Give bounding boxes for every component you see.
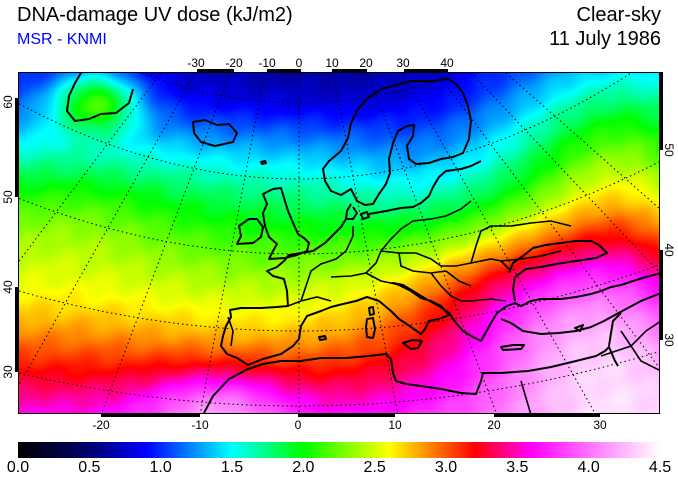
top-lon-label: -30 xyxy=(187,56,205,70)
axis-tick-bar xyxy=(332,69,367,72)
coastlines xyxy=(66,73,659,413)
country-borders xyxy=(227,200,659,413)
axis-tick-bar xyxy=(15,287,18,372)
axis-tick-bar xyxy=(15,98,18,197)
left-lat-label: 50 xyxy=(1,190,15,204)
meridian-line xyxy=(471,73,659,273)
left-lat-label: 30 xyxy=(1,365,15,379)
graticule xyxy=(19,73,659,413)
axis-tick-bar xyxy=(404,69,448,72)
right-lat-label: 50 xyxy=(662,143,676,157)
right-lat-label: 30 xyxy=(662,333,676,347)
black-sea-coast xyxy=(508,240,608,302)
map-overlay xyxy=(19,73,659,413)
colorbar-tick-label: 1.5 xyxy=(220,459,244,476)
colorbar-tick-label: 0.5 xyxy=(78,459,101,476)
denmark-coast xyxy=(345,203,370,220)
sardinia-coast xyxy=(365,317,376,339)
greenland-coast xyxy=(66,73,134,122)
date-label: 11 July 1986 xyxy=(549,28,661,50)
colorbar-tick-label: 3.5 xyxy=(506,459,529,476)
corsica-coast xyxy=(368,306,375,316)
parallel-line xyxy=(19,351,659,407)
bottom-lon-label: -20 xyxy=(92,418,110,432)
cyprus-coast xyxy=(574,324,584,332)
top-lon-label: 40 xyxy=(440,56,454,70)
iceland-coast xyxy=(192,119,238,147)
parallel-line xyxy=(19,161,659,255)
colorbar-tick-label: 4.0 xyxy=(577,459,600,476)
axis-tick-bar xyxy=(660,250,663,340)
axis-tick-bar xyxy=(101,414,200,417)
meridian-line xyxy=(19,73,196,386)
uv-dose-field xyxy=(19,73,659,413)
top-lon-label: -20 xyxy=(225,56,243,70)
top-lon-label: 20 xyxy=(359,56,373,70)
top-lon-label: 30 xyxy=(396,56,410,70)
balearic-coast xyxy=(318,335,327,341)
parallel-line xyxy=(19,264,659,332)
europe-mainland-coast xyxy=(220,218,659,366)
left-lat-label: 60 xyxy=(1,95,15,109)
top-lon-label: -10 xyxy=(258,56,276,70)
colorbar-tick-label: 0.0 xyxy=(6,459,30,476)
condition-label: Clear-sky xyxy=(576,4,661,26)
axis-tick-bar xyxy=(267,69,301,72)
crete-coast xyxy=(500,344,525,351)
bottom-lon-label: 30 xyxy=(593,418,607,432)
ireland-coast xyxy=(236,218,264,245)
axis-tick-bar xyxy=(660,72,663,150)
left-lat-label: 40 xyxy=(1,280,15,294)
top-lon-label: 10 xyxy=(325,56,339,70)
bottom-lon-label: 20 xyxy=(487,418,501,432)
source-label: MSR - KNMI xyxy=(17,31,107,48)
colorbar-tick-label: 4.5 xyxy=(648,459,672,476)
levant-coast xyxy=(608,312,622,347)
map-title: DNA-damage UV dose (kJ/m2) xyxy=(17,4,293,26)
faroe-island xyxy=(260,160,267,165)
bottom-lon-label: -10 xyxy=(191,418,209,432)
right-lat-label: 40 xyxy=(662,243,676,257)
sicily-coast xyxy=(402,339,423,350)
meridian-line xyxy=(505,73,659,209)
bottom-lon-label: 0 xyxy=(294,418,302,432)
axis-tick-bar xyxy=(494,414,600,417)
meridian-line xyxy=(333,73,399,413)
colorbar xyxy=(18,442,660,458)
colorbar-tick-label: 1.0 xyxy=(149,459,172,476)
axis-tick-bar xyxy=(197,69,234,72)
parallel-line xyxy=(140,73,458,104)
map-frame xyxy=(18,72,660,414)
meridian-line xyxy=(101,73,231,413)
colorbar-tick-label: 2.0 xyxy=(292,459,315,476)
parallel-line xyxy=(19,73,633,180)
axis-tick-bar xyxy=(298,414,395,417)
north-africa-coast xyxy=(203,346,619,413)
bottom-lon-label: 10 xyxy=(388,418,402,432)
scandinavia-coast xyxy=(322,78,472,206)
britain-coast xyxy=(262,187,310,260)
top-lon-label: 0 xyxy=(295,56,303,70)
colorbar-tick-label: 2.5 xyxy=(363,459,386,476)
turkey-south-coast xyxy=(500,292,659,335)
colorbar-tick-label: 3.0 xyxy=(434,459,458,476)
baltic-coast xyxy=(368,160,482,215)
meridian-line xyxy=(19,73,162,263)
